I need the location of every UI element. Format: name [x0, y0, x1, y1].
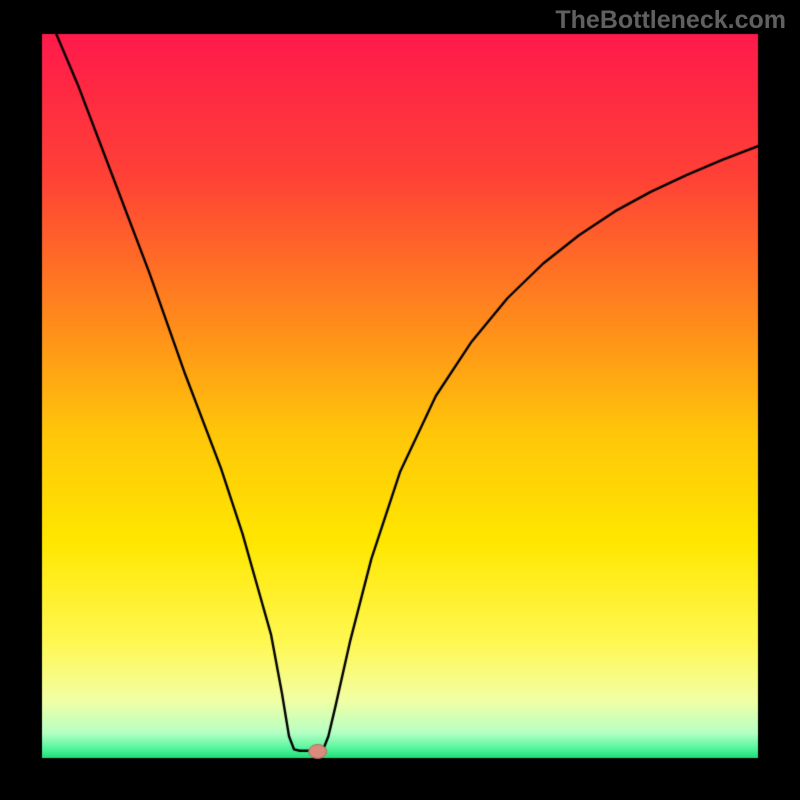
bottleneck-chart-canvas — [0, 0, 800, 800]
chart-container: { "watermark": { "text": "TheBottleneck.… — [0, 0, 800, 800]
watermark-text: TheBottleneck.com — [555, 6, 786, 35]
